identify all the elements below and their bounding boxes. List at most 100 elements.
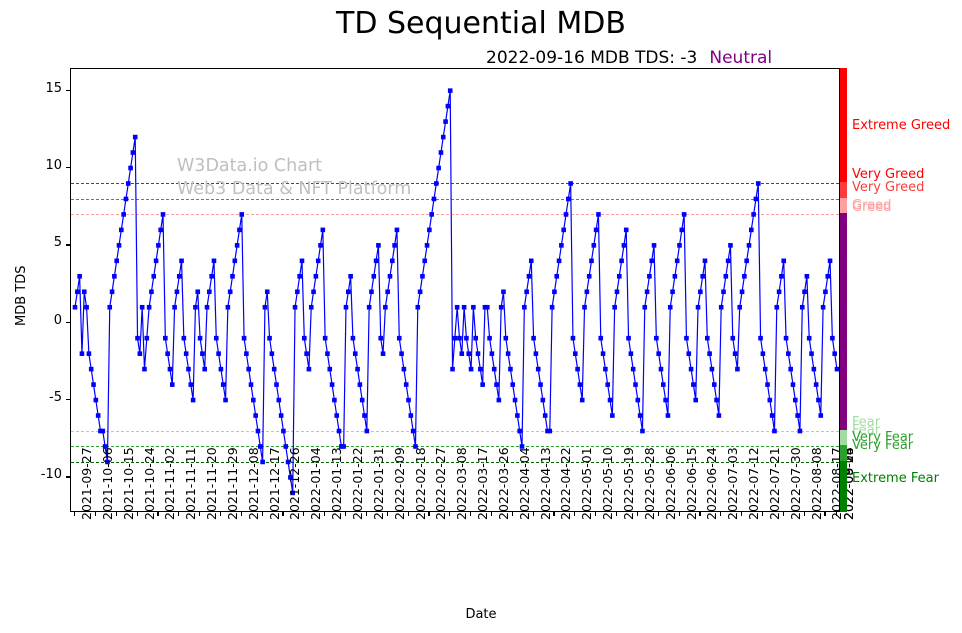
x-tick-label: 2021-12-17 — [266, 447, 282, 520]
x-tick-mark — [303, 512, 305, 516]
y-tick-mark — [66, 89, 70, 91]
x-tick-mark — [219, 512, 222, 516]
x-tick-label: 2022-07-30 — [787, 447, 803, 520]
x-tick-label: 2022-03-26 — [495, 447, 511, 520]
x-tick-label: 2021-09-27 — [79, 447, 94, 520]
threshold-line — [71, 198, 839, 200]
threshold-line — [71, 214, 839, 216]
x-tick-mark — [636, 512, 638, 516]
x-tick-mark — [511, 512, 513, 516]
x-tick-label: 2022-07-12 — [746, 447, 762, 520]
watermark-text: W3Data.io Chart Web3 Data & NFT Platform — [177, 156, 412, 200]
x-tick-mark — [428, 512, 430, 516]
x-tick-label: 2021-10-24 — [141, 447, 157, 520]
x-tick-mark — [324, 512, 326, 516]
y-tick-mark — [66, 167, 70, 169]
x-tick-mark — [136, 512, 138, 516]
colorbar-label: Greed — [852, 199, 892, 215]
x-tick-mark — [365, 512, 368, 516]
annotation-text: 2022-09-16 MDB TDS: -3 — [486, 48, 698, 68]
x-tick-label: 2022-01-31 — [370, 447, 386, 520]
x-tick-label: 2022-04-04 — [516, 447, 532, 520]
y-tick-mark — [66, 399, 70, 401]
plot-area: W3Data.io Chart Web3 Data & NFT Platform — [70, 68, 840, 512]
colorbar-segment — [840, 445, 847, 461]
y-tick-label: 0 — [53, 312, 62, 328]
x-tick-label: 2021-12-26 — [287, 447, 303, 520]
colorbar-label: Fear — [852, 422, 881, 438]
x-tick-mark — [261, 512, 263, 516]
colorbar-label: Very Greed — [852, 179, 925, 195]
threshold-line — [71, 183, 839, 185]
x-tick-mark — [94, 512, 97, 516]
x-tick-label: 2021-11-29 — [224, 447, 240, 520]
x-tick-mark — [574, 512, 576, 516]
x-tick-mark — [741, 512, 743, 516]
x-tick-mark — [74, 512, 76, 516]
series-clip — [71, 69, 839, 511]
x-tick-mark — [344, 512, 347, 516]
x-tick-label: 2022-04-22 — [558, 447, 574, 520]
x-tick-mark — [282, 512, 284, 516]
x-tick-mark — [761, 512, 764, 516]
colorbar-segment — [840, 182, 847, 198]
x-tick-label: 2022-02-09 — [391, 447, 407, 520]
x-tick-mark — [824, 512, 826, 516]
y-tick-label: -10 — [40, 467, 62, 483]
colorbar-label: Extreme Fear — [852, 470, 939, 486]
y-tick-mark — [66, 244, 70, 246]
x-tick-mark — [803, 512, 805, 516]
x-tick-label: 2022-05-19 — [620, 447, 636, 520]
x-tick-mark — [449, 512, 451, 516]
x-tick-mark — [782, 512, 784, 516]
x-tick-mark — [386, 512, 388, 516]
x-axis-label: Date — [465, 607, 497, 622]
x-tick-mark — [595, 512, 597, 516]
y-tick-label: -5 — [49, 390, 62, 406]
x-tick-mark — [678, 512, 680, 516]
threshold-line — [71, 431, 839, 432]
threshold-label: Very Greed — [852, 167, 925, 183]
x-tick-label: 2022-01-22 — [349, 447, 365, 520]
y-tick-mark — [66, 476, 70, 478]
x-tick-label: 2022-03-08 — [454, 447, 470, 520]
y-tick-label: 15 — [45, 80, 62, 96]
x-tick-mark — [115, 512, 117, 516]
y-tick-mark — [66, 321, 70, 323]
sentiment-badge: Neutral — [709, 48, 773, 68]
x-tick-label: 2022-01-04 — [308, 447, 324, 520]
colorbar-segment — [840, 213, 847, 430]
x-tick-mark — [240, 512, 242, 516]
x-tick-label: 2022-02-18 — [412, 447, 428, 520]
x-tick-label: 2021-10-15 — [120, 447, 136, 520]
x-tick-label: 2022-06-06 — [662, 447, 678, 520]
colorbar-segment — [840, 460, 847, 512]
x-tick-mark — [178, 512, 180, 516]
x-tick-label: 2022-07-21 — [766, 447, 782, 520]
x-tick-mark — [490, 512, 493, 516]
threshold-line — [71, 446, 839, 448]
x-tick-label: 2022-05-10 — [600, 447, 616, 520]
page-title: TD Sequential MDB — [336, 6, 626, 41]
x-tick-label: 2022-07-03 — [725, 447, 741, 520]
latest-value-annotation: 2022-09-16 MDB TDS: -3 Neutral — [486, 48, 772, 68]
colorbar-label: Very Fear — [852, 438, 914, 454]
x-tick-label: 2021-10-06 — [99, 447, 115, 520]
x-tick-mark — [157, 512, 159, 516]
threshold-label: Greed — [852, 198, 892, 214]
x-tick-label: 2021-12-08 — [245, 447, 261, 520]
x-tick-mark — [407, 512, 409, 516]
x-tick-mark — [699, 512, 701, 516]
x-tick-label: 2022-01-13 — [329, 447, 345, 520]
x-tick-label: 2021-11-20 — [204, 447, 220, 520]
x-tick-mark — [470, 512, 472, 516]
x-tick-mark — [553, 512, 555, 516]
threshold-label: Very Fear — [852, 430, 914, 446]
threshold-line — [71, 461, 839, 463]
x-tick-label: 2022-04-13 — [537, 447, 553, 520]
colorbar-segment — [840, 430, 847, 446]
y-tick-label: 5 — [53, 235, 62, 251]
x-tick-label: 2021-11-02 — [162, 447, 178, 520]
x-tick-mark — [199, 512, 201, 516]
